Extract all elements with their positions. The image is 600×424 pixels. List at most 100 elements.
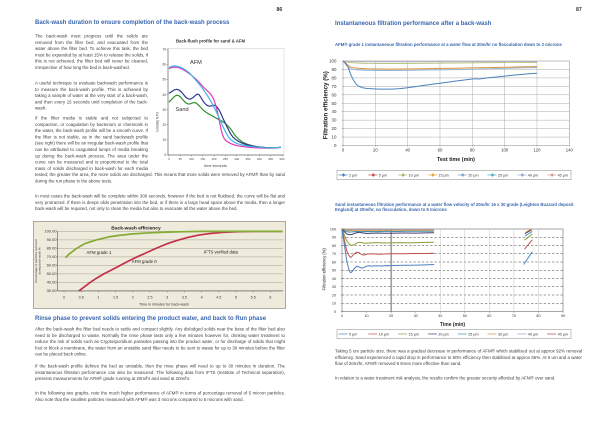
svg-text:40 µm: 40 µm: [528, 332, 538, 336]
svg-text:40.00: 40.00: [47, 280, 58, 285]
svg-text:Filtration efficiency (%): Filtration efficiency (%): [322, 248, 327, 291]
svg-text:60: 60: [162, 63, 166, 67]
svg-text:60: 60: [332, 260, 336, 264]
svg-text:25 µm: 25 µm: [498, 173, 508, 177]
svg-text:4.5: 4.5: [216, 296, 221, 300]
svg-text:2 µm: 2 µm: [349, 173, 357, 177]
svg-text:120: 120: [533, 148, 541, 153]
svg-text:50: 50: [162, 78, 166, 82]
svg-text:Sand: Sand: [176, 107, 189, 113]
svg-text:90: 90: [332, 236, 336, 240]
svg-text:0.5: 0.5: [79, 296, 84, 300]
svg-text:5.5: 5.5: [251, 296, 256, 300]
svg-text:6: 6: [269, 296, 271, 300]
svg-text:60: 60: [487, 314, 491, 318]
svg-text:AFM grade 0: AFM grade 0: [132, 259, 157, 264]
svg-text:100: 100: [329, 59, 337, 64]
svg-text:60: 60: [438, 148, 443, 153]
svg-text:450: 450: [268, 157, 273, 161]
svg-text:3.5: 3.5: [182, 296, 187, 300]
svg-text:45 µm: 45 µm: [558, 332, 568, 336]
svg-text:40: 40: [332, 109, 337, 114]
svg-text:5 µm: 5 µm: [349, 332, 357, 336]
svg-text:40: 40: [438, 314, 442, 318]
svg-text:100: 100: [501, 148, 509, 153]
svg-text:0: 0: [168, 157, 170, 161]
svg-text:Back-flush profile for sand &: Back-flush profile for sand & AFM: [176, 39, 245, 44]
svg-text:5 µm: 5 µm: [379, 173, 387, 177]
svg-text:20: 20: [373, 148, 378, 153]
svg-text:30: 30: [332, 285, 336, 289]
svg-text:4: 4: [201, 296, 203, 300]
svg-text:50: 50: [179, 157, 183, 161]
svg-text:Time in minutes for back-wash: Time in minutes for back-wash: [139, 303, 189, 307]
svg-text:40: 40: [162, 93, 166, 97]
svg-text:100: 100: [189, 157, 194, 161]
svg-text:Filtration efficiency (%): Filtration efficiency (%): [323, 71, 330, 139]
svg-text:Back-wash efficiency: Back-wash efficiency: [111, 226, 161, 232]
svg-text:100: 100: [330, 227, 336, 231]
svg-text:100.00: 100.00: [44, 229, 57, 234]
svg-text:0: 0: [334, 310, 336, 314]
svg-text:time seconds: time seconds: [204, 164, 226, 168]
svg-text:500: 500: [279, 157, 284, 161]
svg-text:2: 2: [132, 296, 134, 300]
svg-text:60.00: 60.00: [47, 263, 58, 268]
svg-text:40: 40: [332, 277, 336, 281]
svg-text:Percentage of particles remove: Percentage of particles removed: [34, 239, 38, 283]
svg-text:70.00: 70.00: [47, 254, 58, 259]
svg-text:30.00: 30.00: [47, 288, 58, 293]
svg-text:0: 0: [342, 148, 345, 153]
svg-text:25 µm: 25 µm: [468, 332, 478, 336]
svg-text:250: 250: [223, 157, 228, 161]
svg-text:20 µm: 20 µm: [438, 332, 448, 336]
svg-text:30: 30: [414, 314, 418, 318]
svg-text:20: 20: [162, 123, 166, 127]
svg-text:10: 10: [332, 302, 336, 306]
svg-text:20: 20: [389, 314, 393, 318]
svg-text:30: 30: [332, 118, 337, 123]
svg-text:90: 90: [561, 314, 565, 318]
svg-text:70: 70: [332, 252, 336, 256]
svg-text:10: 10: [332, 135, 337, 140]
svg-text:Time (min): Time (min): [440, 322, 466, 328]
svg-text:AFM grade 1: AFM grade 1: [87, 250, 112, 255]
svg-text:20: 20: [332, 293, 336, 297]
svg-text:80: 80: [332, 244, 336, 248]
svg-text:10: 10: [162, 138, 166, 142]
svg-text:0: 0: [63, 296, 65, 300]
svg-text:0: 0: [334, 143, 337, 148]
svg-text:80: 80: [470, 148, 475, 153]
svg-text:50.00: 50.00: [47, 271, 58, 276]
svg-text:AFM: AFM: [190, 60, 202, 66]
svg-text:70: 70: [512, 314, 516, 318]
svg-text:40 µm: 40 µm: [528, 173, 538, 177]
svg-text:350: 350: [246, 157, 251, 161]
svg-text:2.5: 2.5: [147, 296, 152, 300]
svg-text:150: 150: [200, 157, 205, 161]
svg-text:90: 90: [332, 67, 337, 72]
svg-text:0: 0: [341, 314, 343, 318]
svg-text:20: 20: [332, 126, 337, 131]
svg-text:10 µm: 10 µm: [409, 173, 419, 177]
svg-text:15 µm: 15 µm: [409, 332, 419, 336]
svg-text:IFTS verified data: IFTS verified data: [204, 249, 239, 254]
svg-text:400: 400: [257, 157, 262, 161]
svg-text:15 µm: 15 µm: [438, 173, 448, 177]
svg-text:3: 3: [166, 296, 168, 300]
svg-text:Test time (min): Test time (min): [437, 157, 475, 163]
svg-text:300: 300: [234, 157, 239, 161]
svg-text:80.00: 80.00: [47, 246, 58, 251]
svg-text:40: 40: [405, 148, 410, 153]
svg-text:30 µm: 30 µm: [498, 332, 508, 336]
svg-text:10: 10: [365, 314, 369, 318]
svg-text:1.5: 1.5: [113, 296, 118, 300]
svg-text:50: 50: [463, 314, 467, 318]
svg-text:60: 60: [332, 92, 337, 97]
svg-text:70: 70: [332, 84, 337, 89]
svg-text:80: 80: [332, 75, 337, 80]
svg-text:50: 50: [332, 101, 337, 106]
svg-text:200: 200: [212, 157, 217, 161]
svg-text:0: 0: [164, 153, 166, 157]
svg-text:turbidity NTU: turbidity NTU: [156, 112, 160, 132]
